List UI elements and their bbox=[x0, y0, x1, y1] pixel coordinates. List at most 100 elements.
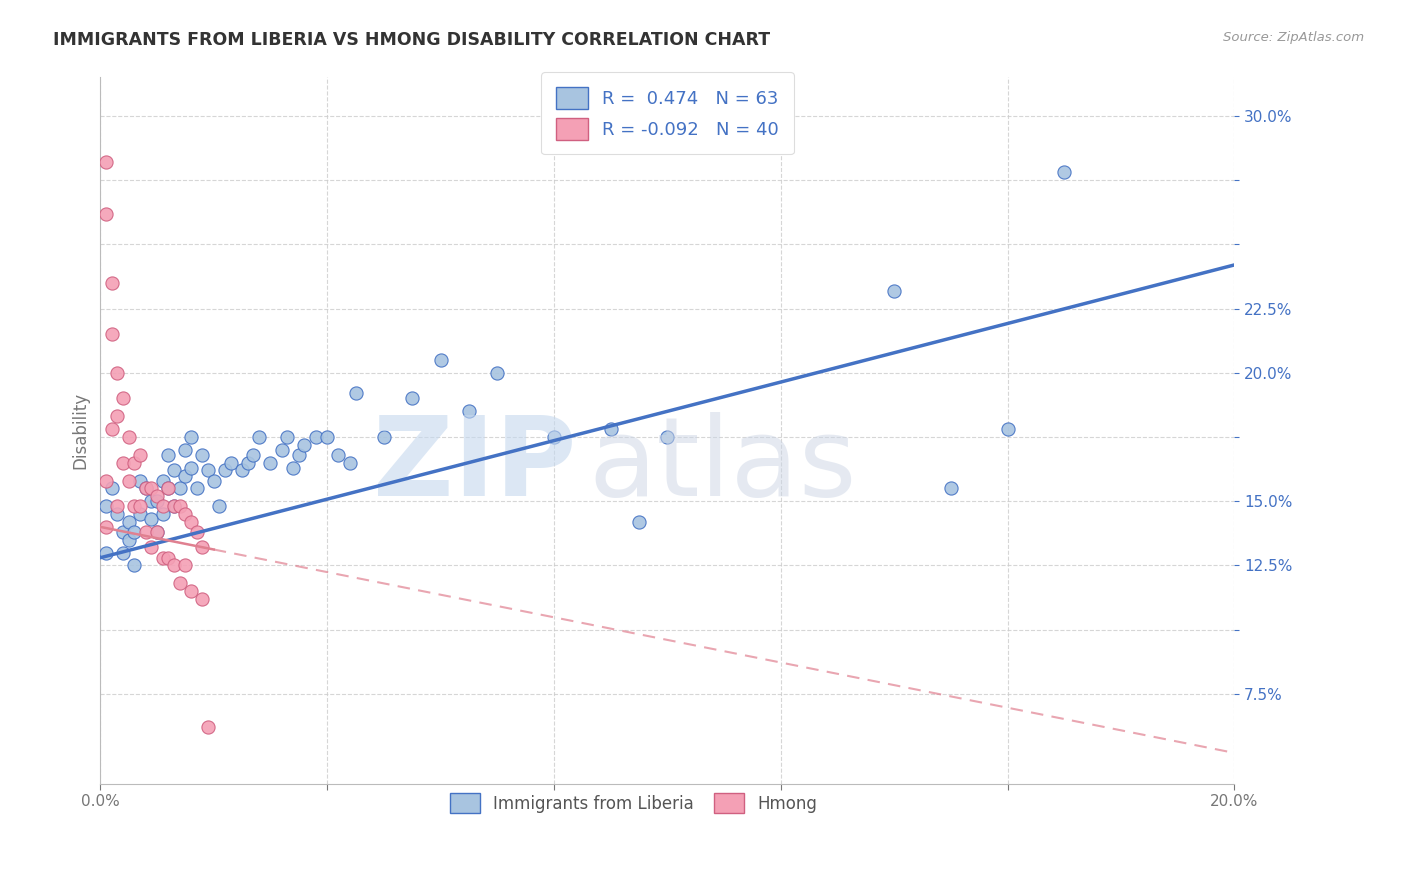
Point bbox=[169, 576, 191, 591]
Point bbox=[180, 460, 202, 475]
Point bbox=[157, 550, 180, 565]
Point bbox=[174, 507, 197, 521]
Point bbox=[401, 392, 423, 406]
Point bbox=[118, 430, 141, 444]
Point bbox=[305, 430, 328, 444]
Point bbox=[281, 460, 304, 475]
Point bbox=[146, 489, 169, 503]
Point bbox=[146, 524, 169, 539]
Point bbox=[174, 558, 197, 573]
Point bbox=[135, 482, 157, 496]
Point bbox=[152, 507, 174, 521]
Point bbox=[543, 430, 565, 444]
Point bbox=[135, 524, 157, 539]
Point bbox=[100, 327, 122, 342]
Point bbox=[118, 474, 141, 488]
Point bbox=[129, 474, 152, 488]
Point bbox=[124, 524, 146, 539]
Point bbox=[174, 442, 197, 457]
Point bbox=[124, 456, 146, 470]
Point bbox=[1053, 165, 1076, 179]
Point bbox=[124, 558, 146, 573]
Point bbox=[373, 430, 395, 444]
Point bbox=[141, 482, 163, 496]
Point bbox=[118, 515, 141, 529]
Point bbox=[883, 284, 905, 298]
Point bbox=[486, 366, 509, 380]
Point bbox=[202, 474, 225, 488]
Point bbox=[339, 456, 361, 470]
Point bbox=[997, 422, 1019, 436]
Point bbox=[180, 515, 202, 529]
Point bbox=[157, 482, 180, 496]
Point bbox=[141, 541, 163, 555]
Point bbox=[124, 500, 146, 514]
Point bbox=[94, 474, 117, 488]
Point bbox=[247, 430, 270, 444]
Point bbox=[191, 591, 214, 606]
Point bbox=[208, 500, 231, 514]
Point bbox=[294, 438, 316, 452]
Point bbox=[100, 482, 122, 496]
Point bbox=[100, 422, 122, 436]
Point bbox=[163, 463, 186, 477]
Point bbox=[141, 494, 163, 508]
Point bbox=[657, 430, 679, 444]
Point bbox=[242, 448, 264, 462]
Point bbox=[94, 520, 117, 534]
Point bbox=[219, 456, 242, 470]
Point bbox=[344, 386, 367, 401]
Point bbox=[197, 463, 219, 477]
Point bbox=[191, 448, 214, 462]
Point bbox=[94, 545, 117, 559]
Point bbox=[163, 500, 186, 514]
Point bbox=[316, 430, 339, 444]
Point bbox=[157, 448, 180, 462]
Text: Source: ZipAtlas.com: Source: ZipAtlas.com bbox=[1223, 31, 1364, 45]
Point bbox=[236, 456, 259, 470]
Point bbox=[191, 541, 214, 555]
Point bbox=[146, 494, 169, 508]
Point bbox=[163, 558, 186, 573]
Point bbox=[259, 456, 281, 470]
Point bbox=[135, 482, 157, 496]
Text: atlas: atlas bbox=[588, 412, 856, 519]
Point bbox=[129, 507, 152, 521]
Point bbox=[163, 500, 186, 514]
Point bbox=[458, 404, 481, 418]
Point bbox=[939, 482, 962, 496]
Point bbox=[146, 524, 169, 539]
Point bbox=[186, 482, 208, 496]
Point bbox=[270, 442, 292, 457]
Text: IMMIGRANTS FROM LIBERIA VS HMONG DISABILITY CORRELATION CHART: IMMIGRANTS FROM LIBERIA VS HMONG DISABIL… bbox=[53, 31, 770, 49]
Point bbox=[288, 448, 311, 462]
Point bbox=[105, 409, 128, 424]
Point bbox=[152, 474, 174, 488]
Point bbox=[129, 500, 152, 514]
Point bbox=[112, 545, 135, 559]
Point bbox=[169, 500, 191, 514]
Point bbox=[180, 584, 202, 599]
Point bbox=[328, 448, 350, 462]
Point bbox=[180, 430, 202, 444]
Point bbox=[152, 550, 174, 565]
Point bbox=[129, 448, 152, 462]
Point bbox=[112, 524, 135, 539]
Point bbox=[112, 392, 135, 406]
Point bbox=[94, 500, 117, 514]
Point bbox=[152, 500, 174, 514]
Point bbox=[141, 512, 163, 526]
Point bbox=[174, 468, 197, 483]
Point bbox=[100, 276, 122, 290]
Point bbox=[197, 720, 219, 734]
Point bbox=[105, 366, 128, 380]
Point bbox=[169, 482, 191, 496]
Point bbox=[157, 482, 180, 496]
Point bbox=[186, 524, 208, 539]
Point bbox=[105, 500, 128, 514]
Point bbox=[627, 515, 650, 529]
Y-axis label: Disability: Disability bbox=[72, 392, 89, 469]
Point bbox=[429, 353, 451, 368]
Point bbox=[105, 507, 128, 521]
Point bbox=[214, 463, 236, 477]
